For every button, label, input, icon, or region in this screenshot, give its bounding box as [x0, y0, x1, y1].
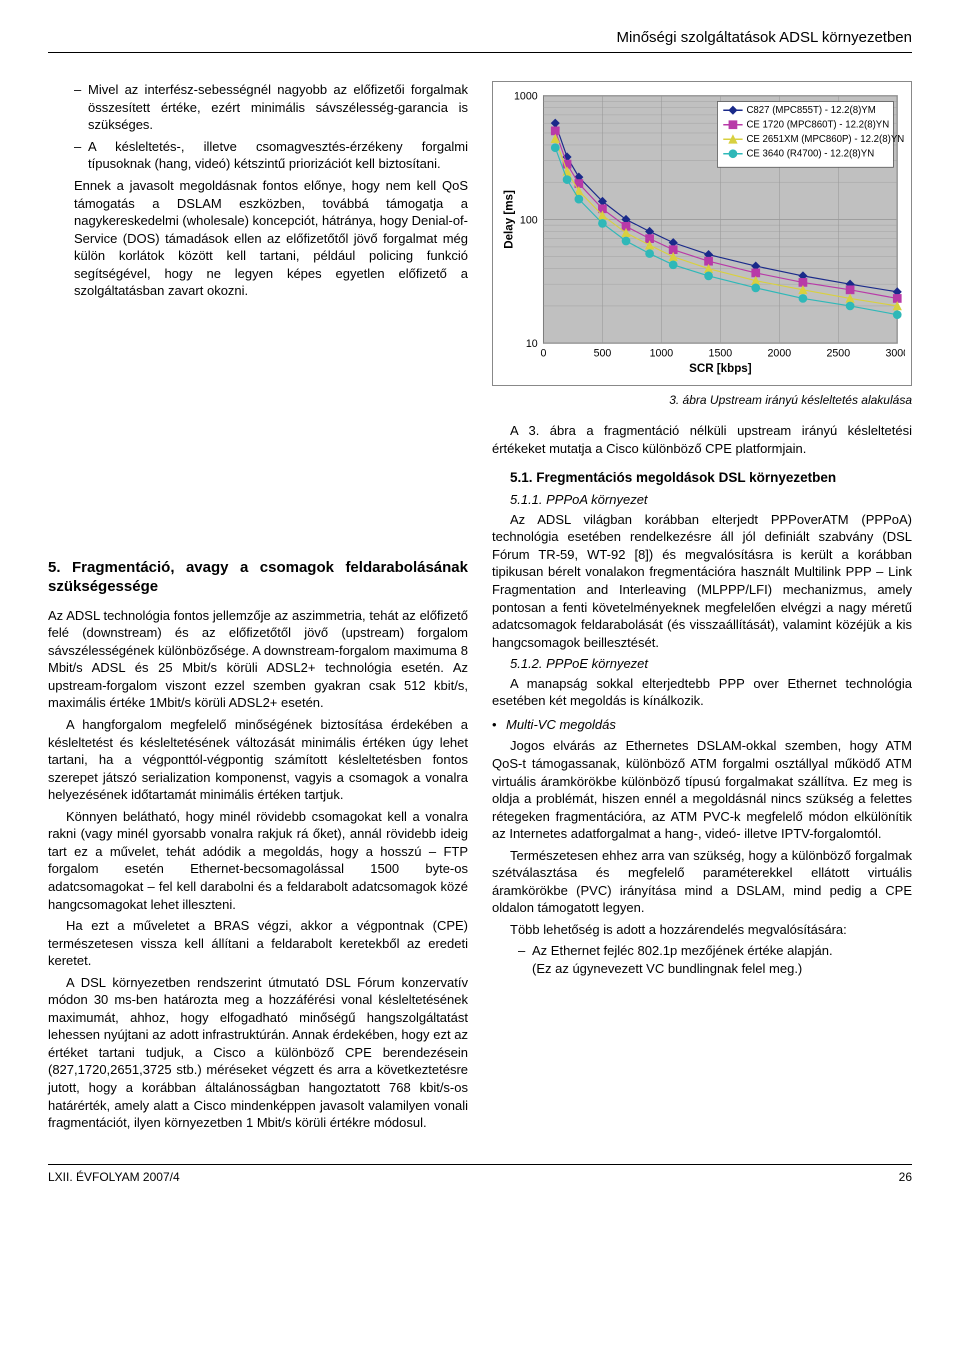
- footer-page: 26: [899, 1169, 912, 1185]
- svg-text:500: 500: [594, 348, 612, 360]
- paragraph: A DSL környezetben rendszerint útmutató …: [48, 974, 468, 1132]
- list-item: Mivel az interfész-sebességnél nagyobb a…: [74, 81, 468, 134]
- subsection-heading-5-1: 5.1. Fregmentációs megoldások DSL környe…: [492, 469, 912, 487]
- svg-text:0: 0: [541, 348, 547, 360]
- paragraph: Az ADSL világban korábban elterjedt PPPo…: [492, 511, 912, 651]
- chart-svg: 0 500 1000 1500 2000 2500 3000 10 100 1000 SCR [kb…: [499, 88, 905, 378]
- paragraph: Természetesen ehhez arra van szükség, ho…: [492, 847, 912, 917]
- paragraph: Ennek a javasolt megoldásnak fontos előn…: [74, 177, 468, 300]
- bullet-item: Multi-VC megoldás: [492, 716, 912, 734]
- footer: LXII. ÉVFOLYAM 2007/4 26: [48, 1164, 912, 1185]
- footer-left: LXII. ÉVFOLYAM 2007/4: [48, 1169, 180, 1185]
- rule-top: [48, 52, 912, 53]
- paragraph: A hangforgalom megfelelő minőségének biz…: [48, 716, 468, 804]
- sublist: Az Ethernet fejléc 802.1p mezőjének érté…: [492, 942, 912, 977]
- svg-text:CE 3640 (R4700) - 12.2(8)YN: CE 3640 (R4700) - 12.2(8)YN: [746, 149, 874, 160]
- subsubsection-heading-5-1-1: 5.1.1. PPPoA környezet: [492, 491, 912, 509]
- two-column-body: Mivel az interfész-sebességnél nagyobb a…: [48, 81, 912, 1135]
- delay-chart: 0 500 1000 1500 2000 2500 3000 10 100 1000 SCR [kb…: [492, 81, 912, 386]
- svg-text:CE 2651XM (MPC860P) - 12.2(8)Y: CE 2651XM (MPC860P) - 12.2(8)YN: [746, 134, 904, 145]
- column-left: Mivel az interfész-sebességnél nagyobb a…: [48, 81, 468, 1135]
- column-right: 0 500 1000 1500 2000 2500 3000 10 100 1000 SCR [kb…: [492, 81, 912, 1135]
- svg-text:2500: 2500: [826, 348, 850, 360]
- list-item: A késleltetés-, illetve csomagvesztés-ér…: [74, 138, 468, 173]
- svg-text:SCR [kbps]: SCR [kbps]: [689, 362, 752, 375]
- paragraph: Könnyen belátható, hogy minél rövidebb c…: [48, 808, 468, 913]
- running-head: Minőségi szolgáltatások ADSL környezetbe…: [48, 28, 912, 48]
- subsubsection-heading-5-1-2: 5.1.2. PPPoE környezet: [492, 655, 912, 673]
- list-item: Az Ethernet fejléc 802.1p mezőjének érté…: [518, 942, 912, 977]
- paragraph: Jogos elvárás az Ethernetes DSLAM-okkal …: [492, 737, 912, 842]
- paragraph: Több lehetőség is adott a hozzárendelés …: [492, 921, 912, 939]
- svg-text:1000: 1000: [514, 91, 538, 103]
- paragraph: A manapság sokkal elterjedtebb PPP over …: [492, 675, 912, 710]
- figure-caption: 3. ábra Upstream irányú késleltetés alak…: [492, 392, 912, 408]
- list-item-note: (Ez az úgynevezett VC bundlingnak felel …: [532, 961, 802, 976]
- svg-text:1500: 1500: [709, 348, 733, 360]
- svg-text:100: 100: [520, 215, 538, 227]
- intro-list: Mivel az interfész-sebességnél nagyobb a…: [48, 81, 468, 300]
- svg-text:10: 10: [526, 338, 538, 350]
- svg-text:Delay [ms]: Delay [ms]: [503, 190, 516, 249]
- paragraph: A 3. ábra a fragmentáció nélküli upstrea…: [492, 422, 912, 457]
- svg-text:2000: 2000: [768, 348, 792, 360]
- svg-text:C827 (MPC855T) - 12.2(8)YM: C827 (MPC855T) - 12.2(8)YM: [746, 105, 875, 116]
- svg-text:CE 1720 (MPC860T) - 12.2(8)YN: CE 1720 (MPC860T) - 12.2(8)YN: [746, 120, 889, 131]
- svg-text:3000: 3000: [885, 348, 905, 360]
- bullet-label: Multi-VC megoldás: [506, 717, 616, 732]
- svg-text:1000: 1000: [650, 348, 674, 360]
- paragraph: Az ADSL technológia fontos jellemzője az…: [48, 607, 468, 712]
- paragraph: Ha ezt a műveletet a BRAS végzi, akkor a…: [48, 917, 468, 970]
- section-heading-5: 5. Fragmentáció, avagy a csomagok feldar…: [48, 559, 468, 597]
- list-item-text: Az Ethernet fejléc 802.1p mezőjének érté…: [532, 943, 833, 958]
